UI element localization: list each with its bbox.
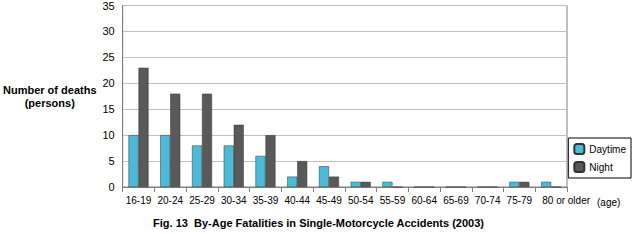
svg-text:0: 0 — [109, 181, 115, 193]
svg-text:10: 10 — [102, 129, 114, 141]
svg-text:45-49: 45-49 — [316, 195, 342, 206]
svg-text:50-54: 50-54 — [348, 195, 374, 206]
svg-text:Number of deaths: Number of deaths — [3, 84, 97, 96]
svg-text:30: 30 — [102, 25, 114, 37]
svg-text:55-59: 55-59 — [380, 195, 406, 206]
svg-text:20: 20 — [102, 77, 114, 89]
svg-text:80 or older: 80 or older — [542, 195, 590, 206]
svg-text:35: 35 — [102, 0, 114, 12]
svg-text:Fig. 13 By-Age Fatalities in: Fig. 13 By-Age Fatalities in Single-Moto… — [153, 217, 484, 229]
svg-text:25-29: 25-29 — [189, 195, 215, 206]
svg-text:20-24: 20-24 — [157, 195, 183, 206]
svg-text:30-34: 30-34 — [221, 195, 247, 206]
svg-text:60-64: 60-64 — [411, 195, 437, 206]
svg-text:75-79: 75-79 — [507, 195, 533, 206]
svg-text:(persons): (persons) — [25, 97, 75, 109]
svg-text:15: 15 — [102, 103, 114, 115]
svg-text:40-44: 40-44 — [284, 195, 310, 206]
svg-text:65-69: 65-69 — [443, 195, 469, 206]
svg-text:70-74: 70-74 — [475, 195, 501, 206]
svg-text:Daytime: Daytime — [589, 144, 626, 155]
svg-text:35-39: 35-39 — [253, 195, 279, 206]
svg-text:25: 25 — [102, 51, 114, 63]
svg-text:16-19: 16-19 — [126, 195, 152, 206]
svg-text:Night: Night — [589, 162, 613, 173]
svg-text:5: 5 — [109, 155, 115, 167]
svg-text:(age): (age) — [597, 197, 620, 208]
